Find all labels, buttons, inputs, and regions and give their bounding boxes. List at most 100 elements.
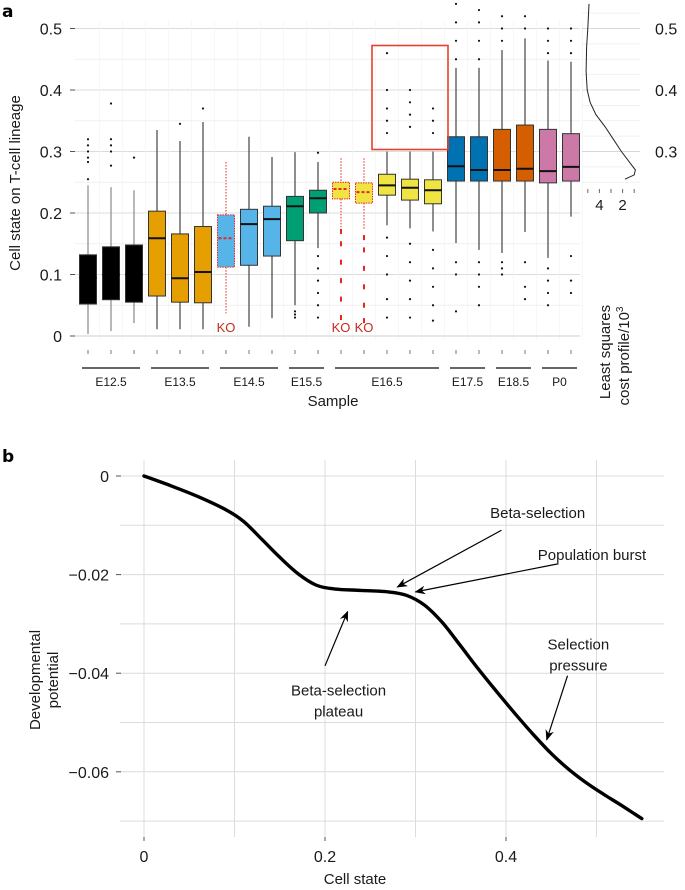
outlier-point xyxy=(546,267,550,270)
outlier-point xyxy=(431,131,435,135)
outlier-point xyxy=(408,101,412,104)
boxplot-E16.5-ko: KO xyxy=(332,158,350,335)
boxplot-E18.5 xyxy=(516,15,534,301)
panel-a-x-axis xyxy=(87,350,572,354)
outlier-point xyxy=(109,164,113,167)
outlier-point xyxy=(408,242,412,245)
panel-b-ylabel-line1: Developmental xyxy=(27,630,44,730)
outlier-point xyxy=(454,21,458,24)
annotation-text: Selection xyxy=(548,637,610,654)
outlier-point xyxy=(340,241,342,247)
outlier-point xyxy=(109,150,113,153)
y-tick-label: −0.02 xyxy=(69,568,110,585)
outlier-point xyxy=(431,285,435,288)
panel-a-y-axis: 0 0.1 0.2 0.3 0.4 0.5 xyxy=(40,22,75,346)
box-iqr xyxy=(217,214,235,268)
boxplot-E13.5 xyxy=(194,107,212,330)
annotation-text: pressure xyxy=(549,658,607,675)
box-iqr xyxy=(470,136,488,182)
cost-profile-line xyxy=(585,3,636,180)
outlier-point xyxy=(523,285,527,288)
outlier-point xyxy=(316,316,320,319)
cost-label-line2: cost profile/103 xyxy=(615,306,633,405)
outlier-point xyxy=(477,304,481,307)
developmental-potential-curve xyxy=(142,474,644,821)
outlier-point xyxy=(408,316,412,319)
group-label: P0 xyxy=(552,375,567,389)
boxplot-E16.5 xyxy=(424,107,442,322)
group-label: E14.5 xyxy=(233,375,265,389)
group-label: E15.5 xyxy=(291,375,323,389)
outlier-point xyxy=(500,261,504,264)
outlier-point xyxy=(454,261,458,264)
outlier-point xyxy=(408,88,412,92)
annotation: Population burst xyxy=(414,547,647,595)
panel-b-annotations: Beta-selection Population burst Beta-selec… xyxy=(291,505,647,741)
y-tick-label: −0.04 xyxy=(69,666,110,683)
boxplot-E15.5 xyxy=(286,152,304,319)
outlier-point xyxy=(363,235,365,241)
box-iqr xyxy=(424,179,442,205)
box-iqr xyxy=(263,205,281,257)
group-label: E16.5 xyxy=(371,375,403,389)
outlier-point xyxy=(523,298,527,301)
outlier-point xyxy=(408,261,412,264)
outlier-point xyxy=(316,304,320,307)
box-iqr xyxy=(516,124,534,182)
boxplot-P0 xyxy=(562,27,580,295)
outlier-point xyxy=(569,52,573,55)
outlier-point xyxy=(431,119,435,122)
cost-tick-label: 2 xyxy=(618,197,626,214)
cost-profile-right-axis: 0.3 0.4 0.5 xyxy=(655,22,677,162)
outlier-point xyxy=(546,52,550,55)
group-label: E13.5 xyxy=(164,375,196,389)
boxplot-E17.5 xyxy=(470,8,488,307)
outlier-point xyxy=(385,273,389,276)
outlier-point xyxy=(500,267,504,270)
outlier-point xyxy=(363,318,365,324)
outlier-point xyxy=(385,119,389,122)
x-tick-label: 0.2 xyxy=(314,849,336,866)
outlier-point xyxy=(569,27,573,30)
panel-b-axes: 0 −0.02 −0.04 −0.06 0 0.2 0.4 xyxy=(69,469,518,866)
y-tick-label: 0.2 xyxy=(40,206,62,223)
annotation-arrow xyxy=(545,675,569,741)
outlier-point xyxy=(500,15,504,18)
boxplot-E13.5 xyxy=(171,122,189,330)
outlier-point xyxy=(385,107,389,110)
panel-b-label: b xyxy=(2,447,14,467)
outlier-point xyxy=(569,39,573,42)
outlier-point xyxy=(316,279,320,282)
box-iqr xyxy=(539,128,557,184)
outlier-point xyxy=(385,316,389,319)
outlier-point xyxy=(385,298,389,301)
outlier-point xyxy=(454,310,458,313)
boxplot-E12.5 xyxy=(125,156,143,324)
outlier-point xyxy=(316,254,320,258)
outlier-point xyxy=(431,304,435,307)
outlier-point xyxy=(340,259,342,265)
outlier-point xyxy=(523,15,527,18)
panel-a-label: a xyxy=(2,2,13,22)
box-iqr xyxy=(562,133,580,182)
box-iqr xyxy=(79,254,97,305)
outlier-point xyxy=(340,278,342,284)
annotation-arrow xyxy=(324,610,349,667)
outlier-point xyxy=(363,302,365,308)
outlier-point xyxy=(293,310,297,313)
boxplot-P0 xyxy=(539,27,557,307)
outlier-point xyxy=(340,315,342,321)
outlier-point xyxy=(477,273,481,276)
outlier-point xyxy=(477,21,481,24)
outlier-point xyxy=(363,284,365,290)
outlier-point xyxy=(431,267,435,270)
outlier-point xyxy=(316,151,320,154)
boxplot-E14.5-ko: KO xyxy=(217,161,235,335)
outlier-point xyxy=(86,144,90,147)
outlier-point xyxy=(477,261,481,264)
panel-b-gridlines xyxy=(120,460,664,837)
outlier-point xyxy=(385,131,389,135)
outlier-point xyxy=(546,291,550,295)
